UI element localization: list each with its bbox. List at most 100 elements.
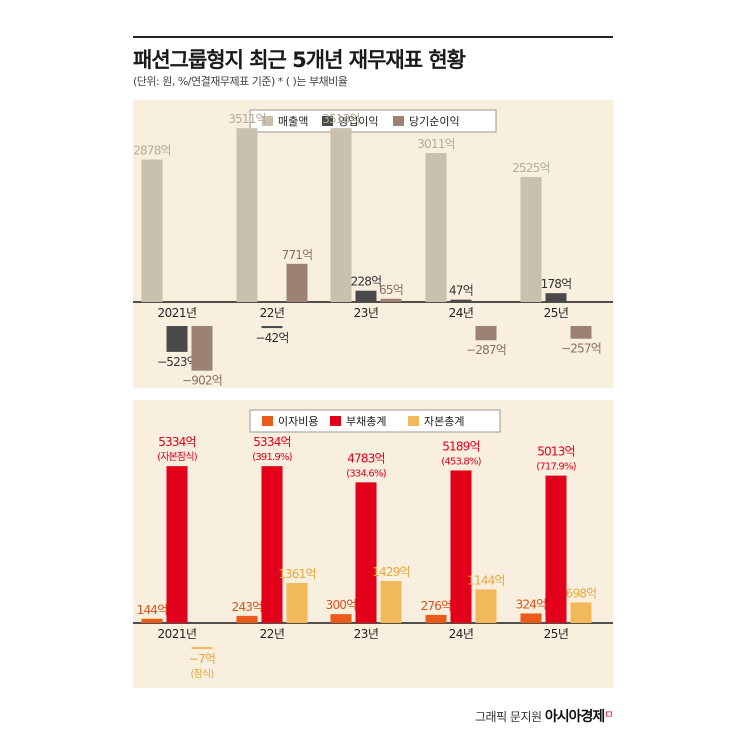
income-chart-panel: 매출액 영업이익 당기순이익 2021년 22년 23년 24년 25년 2878억 3511억 3… [133,100,613,388]
data-label: 5013억 [537,445,575,459]
bar [330,614,352,623]
data-label: 243억 [232,600,263,614]
x-tick-label: 24년 [449,306,474,320]
bar [425,614,447,623]
income-chart: 매출액 영업이익 당기순이익 2021년 22년 23년 24년 25년 2878억 3511억 3… [133,109,613,388]
legend-label: 영업이익 [338,115,378,128]
bar [355,290,377,302]
x-tick-label: 25년 [544,306,569,320]
bar [475,326,497,341]
bar [545,293,567,302]
bar [380,298,402,302]
data-label: 3011억 [417,137,455,151]
data-label: −7억 [189,652,215,666]
legend-label: 부채총계 [346,415,386,428]
data-label: 178억 [541,277,572,291]
bar [330,128,352,302]
legend: 매출액 영업이익 당기순이익 [249,109,497,133]
data-note: (717.9%) [536,462,576,473]
bar [261,326,283,329]
x-tick-label: 2021년 [157,306,196,320]
legend-swatch [322,116,333,126]
data-label: 144억 [137,603,168,617]
data-label: 300억 [326,598,357,612]
legend: 이자비용 부채총계 자본총계 [249,409,501,433]
bar [570,326,592,339]
x-tick-label: 23년 [354,627,379,641]
data-label: 2878억 [133,144,171,158]
data-note: (453.8%) [441,456,481,467]
x-tick-label: 22년 [260,306,285,320]
credit: 그래픽 문지원 아시아경제ㅁ [475,706,613,726]
data-label: 1361억 [278,567,316,581]
bar [286,582,308,623]
data-label: 698억 [566,586,597,600]
x-tick-label: 23년 [354,306,379,320]
data-label: 2525억 [512,161,550,175]
data-label: 228억 [351,275,382,289]
bar [520,177,542,302]
data-note: (391.9%) [252,452,292,463]
legend-swatch [262,416,273,426]
data-label: 5334억 [158,435,196,449]
page-subtitle: (단위: 원, %/연결재무제표 기준) * ( )는 부채비율 [133,75,348,88]
bar [166,326,188,352]
bar [380,580,402,623]
data-label: 771억 [282,248,313,262]
bar [425,152,447,302]
bar [166,466,188,623]
bar [286,263,308,302]
title-rule [133,36,613,38]
bar [545,475,567,623]
page-title: 패션그룹형지 최근 5개년 재무재표 현황 [133,48,466,72]
debt-chart: 이자비용 부채총계 자본총계 2021년 22년 23년 24년 25년 144억 243억 300… [133,409,613,680]
bar [236,128,258,302]
legend-box [249,409,501,433]
bar [450,299,472,302]
legend-label: 매출액 [278,115,308,128]
bar [520,613,542,623]
data-label: 3513억 [322,112,360,126]
data-note: (자본잠식) [157,451,198,463]
data-label: 1144억 [467,573,505,587]
data-note: (334.6%) [346,468,386,479]
bar [570,602,592,623]
data-label: 65억 [379,283,403,297]
x-tick-label: 2021년 [157,627,196,641]
bar [450,470,472,623]
bar [261,466,283,623]
credit-byline: 그래픽 문지원 [475,710,542,724]
bar [141,618,163,623]
bar [141,159,163,302]
data-label: 3511억 [228,112,266,126]
legend-swatch [393,116,404,126]
data-label: −42억 [255,331,288,345]
data-label: 324억 [516,597,547,611]
data-label: 47억 [449,284,473,298]
legend-label: 자본총계 [424,415,464,428]
data-label: −287억 [466,343,506,357]
x-tick-label: 24년 [449,627,474,641]
data-label: −257억 [561,342,601,356]
data-label: −902억 [182,374,222,388]
legend-swatch [330,416,341,426]
data-note: (잠식) [190,668,214,680]
legend-swatch [408,416,419,426]
x-tick-label: 22년 [260,627,285,641]
x-tick-label: 25년 [544,627,569,641]
credit-brand: 아시아경제 [544,709,605,725]
legend-swatch [262,116,273,126]
legend-label: 당기순이익 [409,115,460,128]
bar [475,589,497,623]
data-label: 5334억 [253,435,291,449]
brand-mark: ㅁ [604,710,613,721]
debt-chart-panel: 이자비용 부채총계 자본총계 2021년 22년 23년 24년 25년 144억 243억 300… [133,400,613,688]
bar [191,326,213,371]
data-label: 276억 [421,599,452,613]
legend-label: 이자비용 [278,415,318,428]
data-label: 1429억 [372,565,410,579]
data-label: 5189억 [442,439,480,453]
legend-box [249,109,497,133]
bar [191,647,213,649]
bar [236,615,258,623]
